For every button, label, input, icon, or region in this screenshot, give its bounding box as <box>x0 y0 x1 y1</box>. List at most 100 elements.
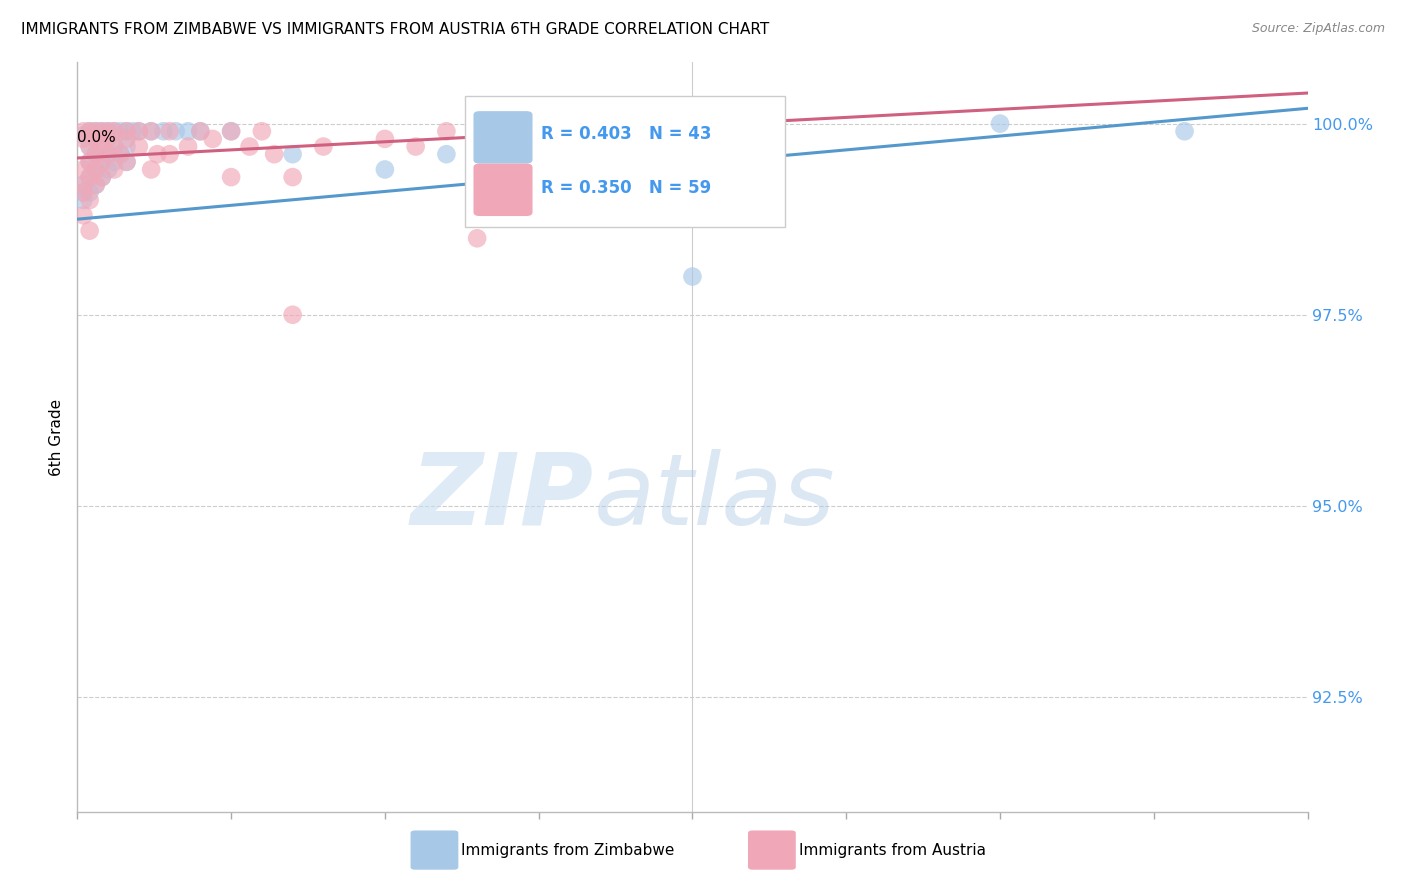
Point <box>72 132 94 146</box>
Point <box>219 170 242 185</box>
Point <box>79 139 101 153</box>
Point <box>103 162 125 177</box>
Point <box>374 162 396 177</box>
Point <box>90 139 114 153</box>
Point <box>90 124 114 138</box>
Point <box>115 139 138 153</box>
Point <box>312 139 335 153</box>
Point <box>90 154 114 169</box>
Point <box>97 147 120 161</box>
Point <box>84 178 107 192</box>
Text: R = 0.350   N = 59: R = 0.350 N = 59 <box>541 179 711 197</box>
Point <box>72 193 94 207</box>
Point <box>79 139 101 153</box>
Text: Immigrants from Zimbabwe: Immigrants from Zimbabwe <box>461 843 675 857</box>
Point <box>115 154 138 169</box>
Point <box>465 231 488 245</box>
Point <box>97 147 120 161</box>
Point <box>988 117 1011 131</box>
Point <box>250 124 273 138</box>
Point <box>97 124 120 138</box>
Point <box>141 162 163 177</box>
Point <box>128 124 150 138</box>
Point <box>103 124 125 138</box>
Point <box>558 178 581 192</box>
FancyBboxPatch shape <box>474 163 533 216</box>
Point <box>110 147 132 161</box>
Point <box>742 154 765 169</box>
Point <box>79 154 101 169</box>
Point <box>682 170 704 185</box>
Point <box>188 124 212 138</box>
Text: R = 0.403   N = 43: R = 0.403 N = 43 <box>541 125 711 143</box>
Point <box>239 139 262 153</box>
Text: Immigrants from Austria: Immigrants from Austria <box>799 843 986 857</box>
Point <box>110 124 132 138</box>
Point <box>121 124 143 138</box>
Point <box>90 124 114 138</box>
Point <box>79 124 101 138</box>
Point <box>188 124 212 138</box>
Point <box>84 162 107 177</box>
Point <box>90 139 114 153</box>
Point <box>72 162 94 177</box>
Point <box>84 124 107 138</box>
Text: atlas: atlas <box>595 449 835 546</box>
Point <box>103 139 125 153</box>
Point <box>219 124 242 138</box>
Point <box>72 124 94 138</box>
Point <box>115 132 138 146</box>
Point <box>620 162 643 177</box>
Point <box>90 170 114 185</box>
Point <box>72 178 94 192</box>
Point <box>436 124 458 138</box>
Point <box>436 147 458 161</box>
Point <box>84 124 107 138</box>
Point <box>79 170 101 185</box>
Point <box>97 162 120 177</box>
Point <box>79 186 101 200</box>
Point <box>84 147 107 161</box>
Point <box>152 124 174 138</box>
Point <box>84 162 107 177</box>
Point <box>1174 124 1197 138</box>
Text: IMMIGRANTS FROM ZIMBABWE VS IMMIGRANTS FROM AUSTRIA 6TH GRADE CORRELATION CHART: IMMIGRANTS FROM ZIMBABWE VS IMMIGRANTS F… <box>21 22 769 37</box>
Point <box>146 147 169 161</box>
Text: 0.0%: 0.0% <box>77 130 117 145</box>
FancyBboxPatch shape <box>474 112 533 163</box>
Point <box>558 193 581 207</box>
Point <box>79 193 101 207</box>
Point <box>177 139 200 153</box>
Point <box>72 178 94 192</box>
Point <box>141 124 163 138</box>
Text: Source: ZipAtlas.com: Source: ZipAtlas.com <box>1251 22 1385 36</box>
Point <box>103 139 125 153</box>
Point <box>128 124 150 138</box>
Point <box>72 128 94 142</box>
Point <box>141 124 163 138</box>
Point <box>281 147 304 161</box>
Point <box>79 170 101 185</box>
Y-axis label: 6th Grade: 6th Grade <box>49 399 65 475</box>
Point <box>682 269 704 284</box>
Point <box>115 124 138 138</box>
Point <box>79 154 101 169</box>
Point <box>97 124 120 138</box>
Point <box>281 170 304 185</box>
FancyBboxPatch shape <box>465 96 785 227</box>
Point <box>159 147 181 161</box>
Point <box>177 124 200 138</box>
Point <box>281 308 304 322</box>
Point <box>90 170 114 185</box>
Point <box>374 132 396 146</box>
Point <box>110 147 132 161</box>
Point <box>496 154 519 169</box>
Point <box>97 132 120 146</box>
Point <box>84 147 107 161</box>
Point <box>84 178 107 192</box>
Point <box>405 139 427 153</box>
Point <box>128 139 150 153</box>
Point <box>103 124 125 138</box>
Point <box>115 154 138 169</box>
Point <box>103 154 125 169</box>
